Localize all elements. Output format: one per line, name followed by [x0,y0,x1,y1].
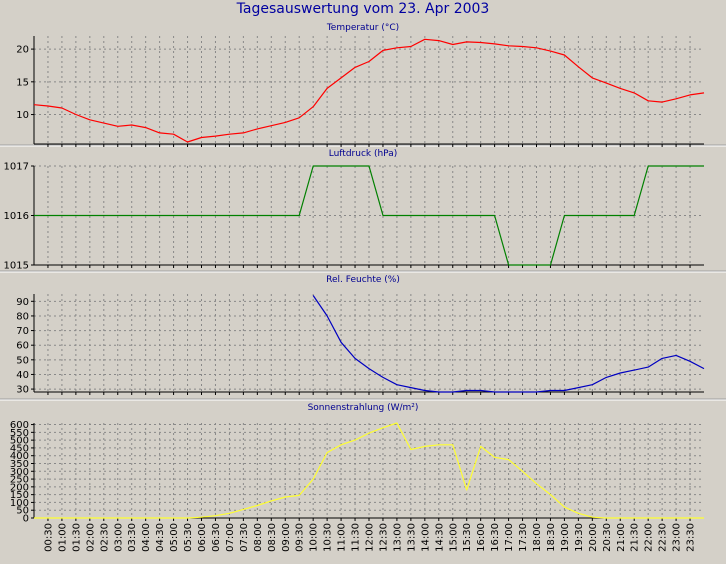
x-tick-label: 19:30 [574,523,585,552]
radiation-ytick-label: 250 [10,475,29,486]
x-tick-label: 06:30 [211,523,222,552]
x-tick-label: 23:00 [672,523,683,552]
x-tick-label: 19:00 [560,523,571,552]
humidity-ytick-label: 70 [16,326,29,337]
x-tick-label: 18:30 [546,523,557,552]
x-tick-label: 14:00 [420,523,431,552]
x-tick-label: 21:00 [616,523,627,552]
radiation-ytick-label: 0 [23,514,29,525]
radiation-ytick-label: 400 [10,451,29,462]
x-tick-label: 11:00 [337,523,348,552]
x-tick-label: 01:30 [71,523,82,552]
x-tick-label: 08:30 [267,523,278,552]
humidity-series-line [312,295,705,393]
radiation-ytick-label: 600 [10,420,29,431]
x-tick-label: 22:30 [658,523,669,552]
pressure-ytick-label: 1017 [4,162,29,173]
x-tick-label: 11:30 [351,523,362,552]
x-tick-label: 03:30 [127,523,138,552]
radiation-panel-title: Sonnenstrahlung (W/m²) [307,403,419,413]
x-tick-label: 02:00 [85,523,96,552]
x-tick-label: 08:00 [253,523,264,552]
radiation-ytick-label: 450 [10,443,29,454]
temperature-ytick-label: 15 [16,77,29,88]
x-tick-label: 10:00 [309,523,320,552]
radiation-series-line [34,422,704,519]
x-tick-label: 13:00 [392,523,403,552]
x-tick-label: 17:30 [518,523,529,552]
x-tick-label: 07:30 [239,523,250,552]
humidity-ytick-label: 90 [16,297,29,308]
x-tick-label: 09:00 [281,523,292,552]
radiation-ytick-label: 550 [10,428,29,439]
humidity-ytick-label: 50 [16,355,29,366]
x-tick-label: 01:00 [57,523,68,552]
humidity-ytick-label: 30 [16,385,29,396]
x-tick-label: 03:00 [113,523,124,552]
x-tick-label: 07:00 [225,523,236,552]
x-tick-label: 04:00 [141,523,152,552]
x-tick-label: 09:30 [295,523,306,552]
x-tick-label: 02:30 [99,523,110,552]
humidity-ytick-label: 60 [16,341,29,352]
pressure-panel-title: Luftdruck (hPa) [328,149,398,159]
x-tick-label: 05:00 [169,523,180,552]
x-tick-label: 18:00 [532,523,543,552]
x-tick-label: 05:30 [183,523,194,552]
x-tick-label: 04:30 [155,523,166,552]
x-tick-label: 00:30 [43,523,54,552]
x-tick-label: 10:30 [323,523,334,552]
x-tick-label: 20:30 [602,523,613,552]
pressure-series-line [34,165,704,266]
temperature-panel-title: Temperatur (°C) [326,23,400,33]
radiation-ytick-label: 150 [10,490,29,501]
radiation-ytick-label: 50 [16,506,29,517]
x-tick-label: 13:30 [406,523,417,552]
x-tick-label: 15:30 [462,523,473,552]
temperature-series-line [33,38,705,143]
x-tick-label: 23:30 [686,523,697,552]
humidity-panel-title: Rel. Feuchte (%) [326,275,400,285]
x-tick-label: 20:00 [588,523,599,552]
radiation-ytick-label: 300 [10,467,29,478]
x-tick-label: 17:00 [504,523,515,552]
temperature-ytick-label: 10 [16,110,29,121]
radiation-ytick-label: 500 [10,436,29,447]
humidity-ytick-label: 40 [16,370,29,381]
pressure-ytick-label: 1016 [4,211,29,222]
x-tick-label: 16:00 [476,523,487,552]
temperature-ytick-label: 20 [16,45,29,56]
radiation-ytick-label: 100 [10,498,29,509]
x-tick-label: 06:00 [197,523,208,552]
x-tick-label: 16:30 [490,523,501,552]
pressure-ytick-label: 1015 [4,261,29,272]
x-tick-label: 12:00 [365,523,376,552]
x-tick-label: 21:30 [630,523,641,552]
radiation-ytick-label: 200 [10,482,29,493]
x-tick-label: 15:00 [448,523,459,552]
x-tick-label: 22:00 [644,523,655,552]
humidity-ytick-label: 80 [16,311,29,322]
page-title: Tagesauswertung vom 23. Apr 2003 [236,1,490,17]
radiation-ytick-label: 350 [10,459,29,470]
x-tick-label: 14:30 [434,523,445,552]
x-tick-label: 12:30 [378,523,389,552]
